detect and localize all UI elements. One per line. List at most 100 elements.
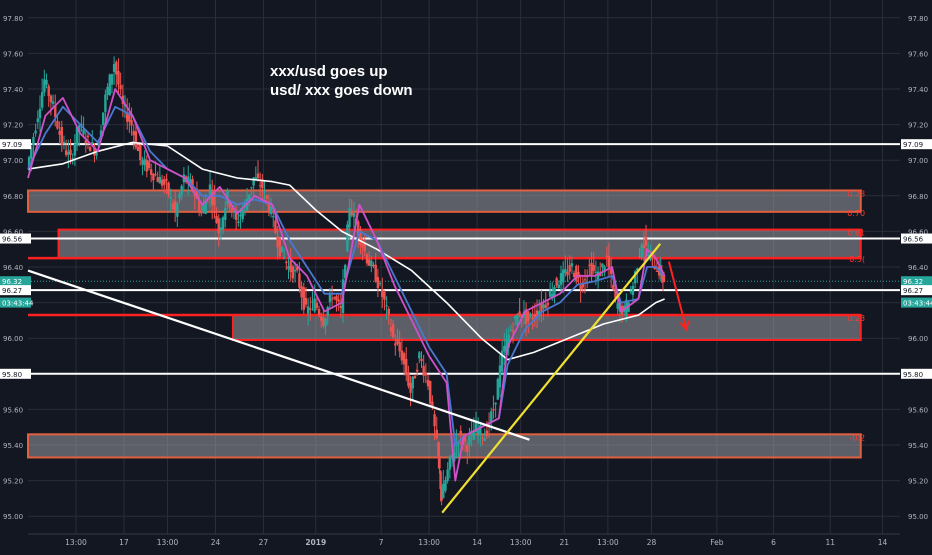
candle-body (548, 290, 552, 297)
y-tick-label-right: 97.20 (908, 122, 928, 130)
trendline[interactable] (441, 243, 662, 514)
candle-body (272, 216, 275, 218)
candle-body (49, 95, 53, 103)
candle-body (252, 177, 255, 186)
axes-layer: 97.80 97.80 97.60 97.60 97.40 97.40 97.20 97.20… (0, 15, 932, 550)
candle-body (431, 401, 434, 408)
x-tick-label: 13:00 (65, 538, 87, 547)
candle-body (365, 254, 369, 264)
candle-body (459, 430, 462, 434)
candle-body (232, 211, 236, 213)
candle-body (383, 291, 386, 300)
candle-body (367, 259, 371, 266)
candle-body (99, 130, 103, 137)
candle-body (527, 311, 530, 321)
price-tags-layer: 97.09 97.09 96.56 96.56 96.32 96.32 03:43:44 03… (0, 139, 932, 379)
candle-body (163, 179, 166, 185)
candle-body (152, 173, 155, 181)
price-tag-label: 03:43:44 (903, 300, 932, 308)
y-tick-label-left: 96.80 (3, 193, 23, 201)
candle-body (304, 297, 308, 305)
candle-body (60, 127, 63, 145)
candle-body (296, 267, 299, 271)
candle-body (115, 61, 118, 75)
trendline[interactable] (27, 269, 530, 441)
candle-body (95, 153, 98, 156)
candle-body (359, 228, 362, 246)
candle-body (154, 174, 157, 176)
candle-body (599, 272, 602, 277)
candle-body (555, 278, 558, 286)
candle-body (173, 200, 177, 212)
candle-body (40, 92, 44, 108)
annotation-line-1: xxx/usd goes up (270, 63, 388, 80)
candle-body (315, 303, 319, 308)
candle-body (596, 271, 600, 280)
candle-body (357, 221, 360, 237)
zone-box[interactable] (27, 433, 862, 459)
x-axis-band (0, 534, 932, 550)
down-arrow-shaft[interactable] (667, 261, 688, 330)
price-tag-label: 96.27 (2, 287, 22, 295)
candle-body (302, 287, 305, 310)
candle-body (662, 275, 666, 283)
candle-body (439, 471, 442, 489)
candle-body (156, 177, 159, 182)
candle-body (337, 299, 340, 302)
candle-body (67, 151, 70, 155)
candle-body (84, 140, 87, 143)
candle-body (479, 425, 482, 434)
candle-body (603, 266, 606, 273)
candle-body (145, 159, 149, 172)
y-tick-label-left: 96.00 (3, 335, 23, 343)
candle-body (221, 217, 225, 230)
zone-box[interactable] (231, 314, 862, 341)
candle-body (346, 224, 349, 252)
candle-body (287, 266, 290, 270)
candle-body (176, 203, 179, 217)
candle-body (219, 227, 223, 231)
x-tick-label: 2019 (305, 538, 326, 547)
candle-body (228, 201, 231, 208)
candle-body (402, 353, 406, 365)
zone-box[interactable] (57, 228, 862, 260)
candle-body (433, 414, 436, 427)
candle-body (557, 284, 561, 289)
candle-body (339, 305, 343, 308)
candle-body (125, 112, 129, 122)
candle-body (278, 238, 281, 257)
candle-body (638, 255, 641, 257)
candle-body (496, 379, 499, 400)
candle-body (437, 442, 440, 456)
candle-body (609, 268, 613, 275)
candle-body (546, 302, 550, 306)
candle-body (230, 207, 234, 212)
trendlines-layer[interactable] (27, 243, 690, 514)
candle-body (91, 142, 94, 145)
x-tick-label: 17 (119, 538, 129, 547)
price-tag-label: 96.32 (903, 278, 923, 286)
ema-pink-line (27, 88, 666, 482)
x-tick-label: 24 (211, 538, 221, 547)
zone-box[interactable] (27, 189, 862, 213)
candle-body (518, 311, 521, 316)
candle-body (572, 273, 576, 278)
candle-body (326, 306, 329, 317)
y-tick-label-right: 95.40 (908, 442, 928, 450)
y-tick-label-left: 96.40 (3, 264, 23, 272)
annotation-line-2: usd/ xxx goes down (270, 82, 413, 99)
price-tag-label: 96.56 (2, 236, 23, 244)
price-tag-label: 95.80 (2, 371, 22, 379)
candle-body (629, 291, 632, 293)
candle-body (204, 200, 207, 215)
candle-body (452, 452, 456, 462)
candle-body (633, 271, 637, 284)
y-tick-label-right: 97.40 (908, 86, 928, 94)
y-tick-label-left: 97.60 (3, 50, 23, 58)
candle-body (187, 176, 190, 182)
candle-body (524, 309, 528, 324)
candle-body (444, 480, 447, 491)
